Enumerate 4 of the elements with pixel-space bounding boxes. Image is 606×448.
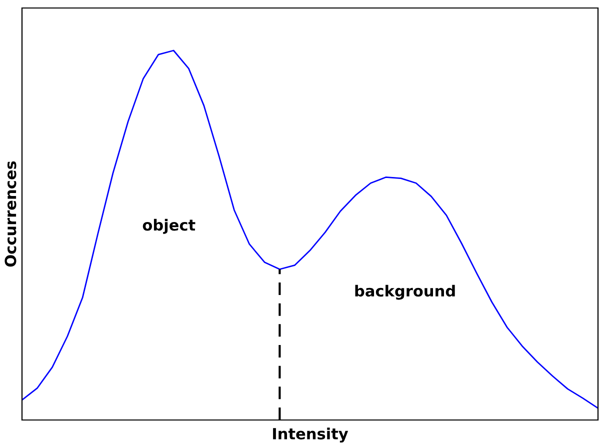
annotation: background — [355, 284, 455, 300]
x-axis-title: Intensity — [273, 428, 348, 443]
annotation: object — [142, 218, 196, 234]
y-axis-title: Occurrences — [4, 161, 16, 267]
